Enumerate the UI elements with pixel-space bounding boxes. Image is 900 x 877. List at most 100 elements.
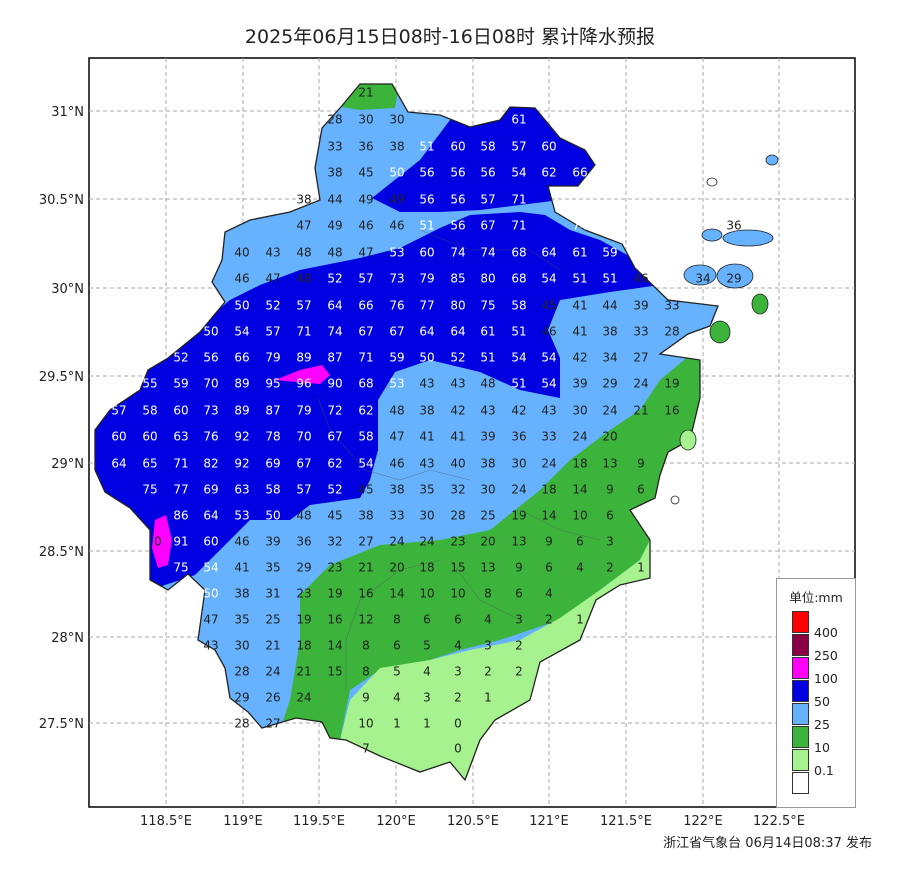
precip-value: 35	[419, 483, 434, 497]
precip-value: 56	[419, 193, 434, 207]
legend-swatch	[792, 657, 809, 679]
precip-value: 2	[454, 691, 462, 705]
precip-value: 30	[234, 639, 249, 653]
precip-value: 24	[296, 691, 311, 705]
precip-value: 57	[296, 483, 311, 497]
precip-value: 65	[142, 457, 157, 471]
precip-value: 66	[234, 351, 249, 365]
precip-value: 13	[480, 561, 495, 575]
precip-value: 0	[454, 742, 462, 756]
precip-value: 49	[358, 193, 373, 207]
lat-label: 28°N	[51, 631, 84, 646]
lon-label: 120°E	[376, 814, 416, 829]
precip-value: 39	[480, 430, 495, 444]
precip-value: 16	[358, 587, 373, 601]
precip-value: 39	[633, 299, 648, 313]
precip-value: 32	[327, 535, 342, 549]
precip-value: 9	[362, 691, 370, 705]
precip-value: 51	[511, 377, 526, 391]
zhoushan-islands	[670, 154, 779, 505]
precip-value: 48	[480, 377, 495, 391]
precip-value: 18	[296, 639, 311, 653]
precip-value: 36	[726, 219, 741, 233]
precip-value: 0	[154, 535, 162, 549]
lon-label: 121°E	[529, 814, 569, 829]
lat-label: 28.5°N	[39, 545, 84, 560]
precip-value: 46	[234, 272, 249, 286]
precip-value: 43	[419, 457, 434, 471]
precip-value: 4	[423, 665, 431, 679]
precip-value: 46	[358, 219, 373, 233]
precip-value: 39	[572, 377, 587, 391]
precip-value: 35	[234, 613, 249, 627]
precip-value: 80	[480, 272, 495, 286]
lon-label: 121.5°E	[600, 814, 652, 829]
precip-value: 38	[358, 509, 373, 523]
precip-value: 59	[389, 351, 404, 365]
precip-value: 8	[362, 639, 370, 653]
precip-value: 64	[327, 299, 342, 313]
legend-swatch	[792, 726, 809, 748]
precip-value: 46	[234, 535, 249, 549]
precip-value: 56	[450, 193, 465, 207]
precip-value: 71	[173, 457, 188, 471]
precip-value: 59	[602, 246, 617, 260]
precip-value: 92	[234, 430, 249, 444]
legend-label: 25	[814, 717, 830, 732]
precip-value: 3	[454, 665, 462, 679]
precip-value: 89	[234, 377, 249, 391]
precip-value: 50	[419, 351, 434, 365]
precip-value: 53	[389, 246, 404, 260]
precip-value: 75	[142, 483, 157, 497]
precip-value: 29	[296, 561, 311, 575]
precip-value: 19	[664, 377, 679, 391]
precip-value: 58	[358, 430, 373, 444]
precip-value: 52	[173, 351, 188, 365]
precip-value: 75	[173, 561, 188, 575]
precip-value: 40	[450, 457, 465, 471]
legend-swatch	[792, 749, 809, 771]
precip-value: 58	[480, 140, 495, 154]
precip-value: 52	[265, 299, 280, 313]
precip-value: 52	[327, 272, 342, 286]
precip-value: 20	[480, 535, 495, 549]
precip-value: 64	[111, 457, 126, 471]
precip-value: 5	[393, 665, 401, 679]
precip-value: 33	[633, 325, 648, 339]
precip-value: 38	[419, 404, 434, 418]
precip-value: 21	[296, 665, 311, 679]
precip-value: 51	[511, 325, 526, 339]
legend-swatch	[792, 634, 809, 656]
latitude-labels: 31°N 30.5°N 30°N 29.5°N 29°N 28.5°N 28°N 27.5°N	[39, 105, 84, 732]
precip-value: 45	[358, 166, 373, 180]
precip-value: 63	[234, 483, 249, 497]
precip-value: 51	[480, 351, 495, 365]
precip-value: 71	[358, 351, 373, 365]
precip-value: 23	[450, 535, 465, 549]
lat-label: 29°N	[51, 457, 84, 472]
precip-value: 64	[419, 325, 434, 339]
issuer-footer: 浙江省气象台 06月14日08:37 发布	[663, 836, 872, 851]
precip-value: 34	[602, 351, 617, 365]
precip-value: 52	[450, 351, 465, 365]
legend-label: 250	[814, 648, 838, 663]
precip-value: 50	[234, 299, 249, 313]
precip-value: 54	[541, 272, 556, 286]
precip-value: 77	[419, 299, 434, 313]
precip-value: 45	[541, 299, 556, 313]
precip-value: 21	[358, 561, 373, 575]
lat-label: 31°N	[51, 105, 84, 120]
precip-value: 24	[633, 377, 648, 391]
precip-value: 14	[389, 587, 404, 601]
precip-value: 38	[389, 483, 404, 497]
precip-value: 10	[450, 587, 465, 601]
legend-label: 100	[814, 671, 838, 686]
precip-value: 74	[572, 219, 587, 233]
precip-value: 50	[265, 509, 280, 523]
precip-value: 21	[633, 404, 648, 418]
precip-value: 0	[454, 717, 462, 731]
precip-value: 63	[173, 430, 188, 444]
precip-value: 70	[203, 377, 218, 391]
precip-value: 57	[296, 299, 311, 313]
